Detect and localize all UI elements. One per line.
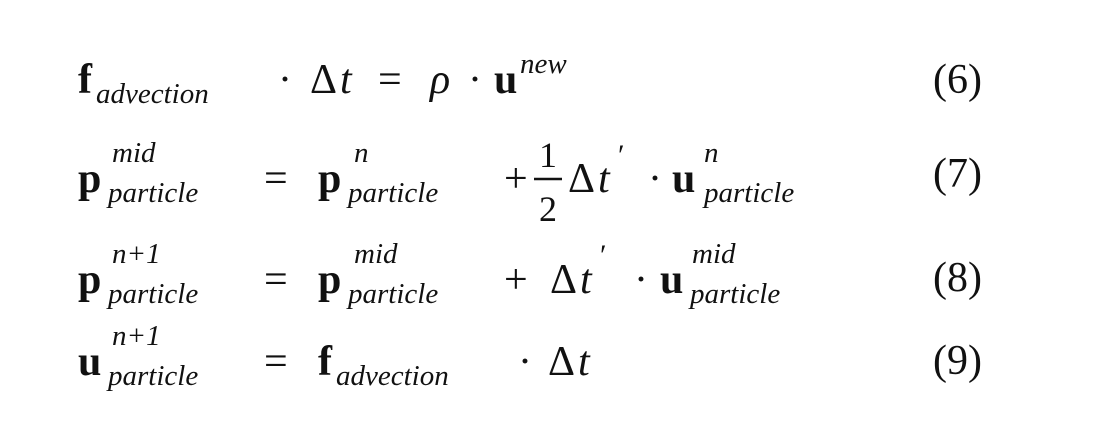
plus-sign: +: [504, 156, 528, 202]
equation-number: (6): [933, 57, 982, 103]
equation-number: (8): [933, 255, 982, 301]
t-symbol: t: [340, 57, 353, 103]
dot-operator: ·: [278, 57, 292, 103]
subscript-particle: particle: [106, 360, 198, 392]
superscript-n: n: [704, 137, 719, 169]
superscript-new: new: [520, 48, 567, 80]
equals-sign: =: [378, 57, 402, 103]
equation-6-math: f advection · Δ t = ρ · u new: [78, 48, 567, 110]
subscript-advection: advection: [336, 360, 449, 392]
u-symbol: u: [672, 156, 695, 202]
f-symbol: f: [318, 339, 333, 385]
superscript-n: n: [354, 137, 369, 169]
dot-operator: ·: [468, 57, 482, 103]
superscript-mid: mid: [692, 238, 736, 270]
t-symbol: t: [578, 339, 591, 385]
delta-symbol: Δ: [310, 57, 337, 103]
subscript-particle: particle: [702, 177, 794, 209]
delta-symbol: Δ: [568, 156, 595, 202]
equals-sign: =: [264, 156, 288, 202]
superscript-n-plus-1: n+1: [112, 238, 161, 270]
subscript-particle: particle: [106, 177, 198, 209]
rho-symbol: ρ: [428, 57, 450, 103]
p-symbol: p: [78, 257, 101, 303]
dot-operator: ·: [648, 156, 662, 202]
equation-8: p n+1 particle = p mid particle + Δ t ′ …: [78, 235, 1038, 310]
equation-7-math: p mid particle = p n particle + 1 2 Δ t …: [78, 135, 794, 229]
delta-symbol: Δ: [548, 339, 575, 385]
superscript-n-plus-1: n+1: [112, 320, 161, 352]
plus-sign: +: [504, 257, 528, 303]
u-symbol: u: [660, 257, 683, 303]
u-symbol: u: [494, 57, 517, 103]
equation-number: (7): [933, 151, 982, 197]
subscript-particle: particle: [688, 278, 780, 310]
equation-number: (9): [933, 338, 982, 384]
subscript-advection: advection: [96, 78, 209, 110]
fraction-numerator: 1: [539, 135, 557, 175]
u-symbol: u: [78, 339, 101, 385]
equation-9: u n+1 particle = f advection · Δ t (9): [78, 320, 1038, 392]
delta-symbol: Δ: [550, 257, 577, 303]
p-symbol: p: [318, 257, 341, 303]
superscript-mid: mid: [354, 238, 398, 270]
equals-sign: =: [264, 339, 288, 385]
dot-operator: ·: [518, 339, 532, 385]
equation-8-math: p n+1 particle = p mid particle + Δ t ′ …: [78, 238, 780, 310]
t-symbol: t: [580, 257, 593, 303]
p-symbol: p: [318, 156, 341, 202]
equation-9-math: u n+1 particle = f advection · Δ t: [78, 320, 591, 392]
f-symbol: f: [78, 57, 93, 103]
dot-operator: ·: [634, 257, 648, 303]
superscript-mid: mid: [112, 137, 156, 169]
prime-mark: ′: [618, 139, 625, 172]
subscript-particle: particle: [346, 278, 438, 310]
equation-6: f advection · Δ t = ρ · u new (6): [78, 45, 1038, 110]
fraction-denominator: 2: [539, 189, 557, 229]
subscript-particle: particle: [106, 278, 198, 310]
equation-7: p mid particle = p n particle + 1 2 Δ t …: [78, 125, 1038, 229]
prime-mark: ′: [600, 239, 607, 272]
equals-sign: =: [264, 257, 288, 303]
t-symbol: t: [598, 156, 611, 202]
p-symbol: p: [78, 156, 101, 202]
subscript-particle: particle: [346, 177, 438, 209]
